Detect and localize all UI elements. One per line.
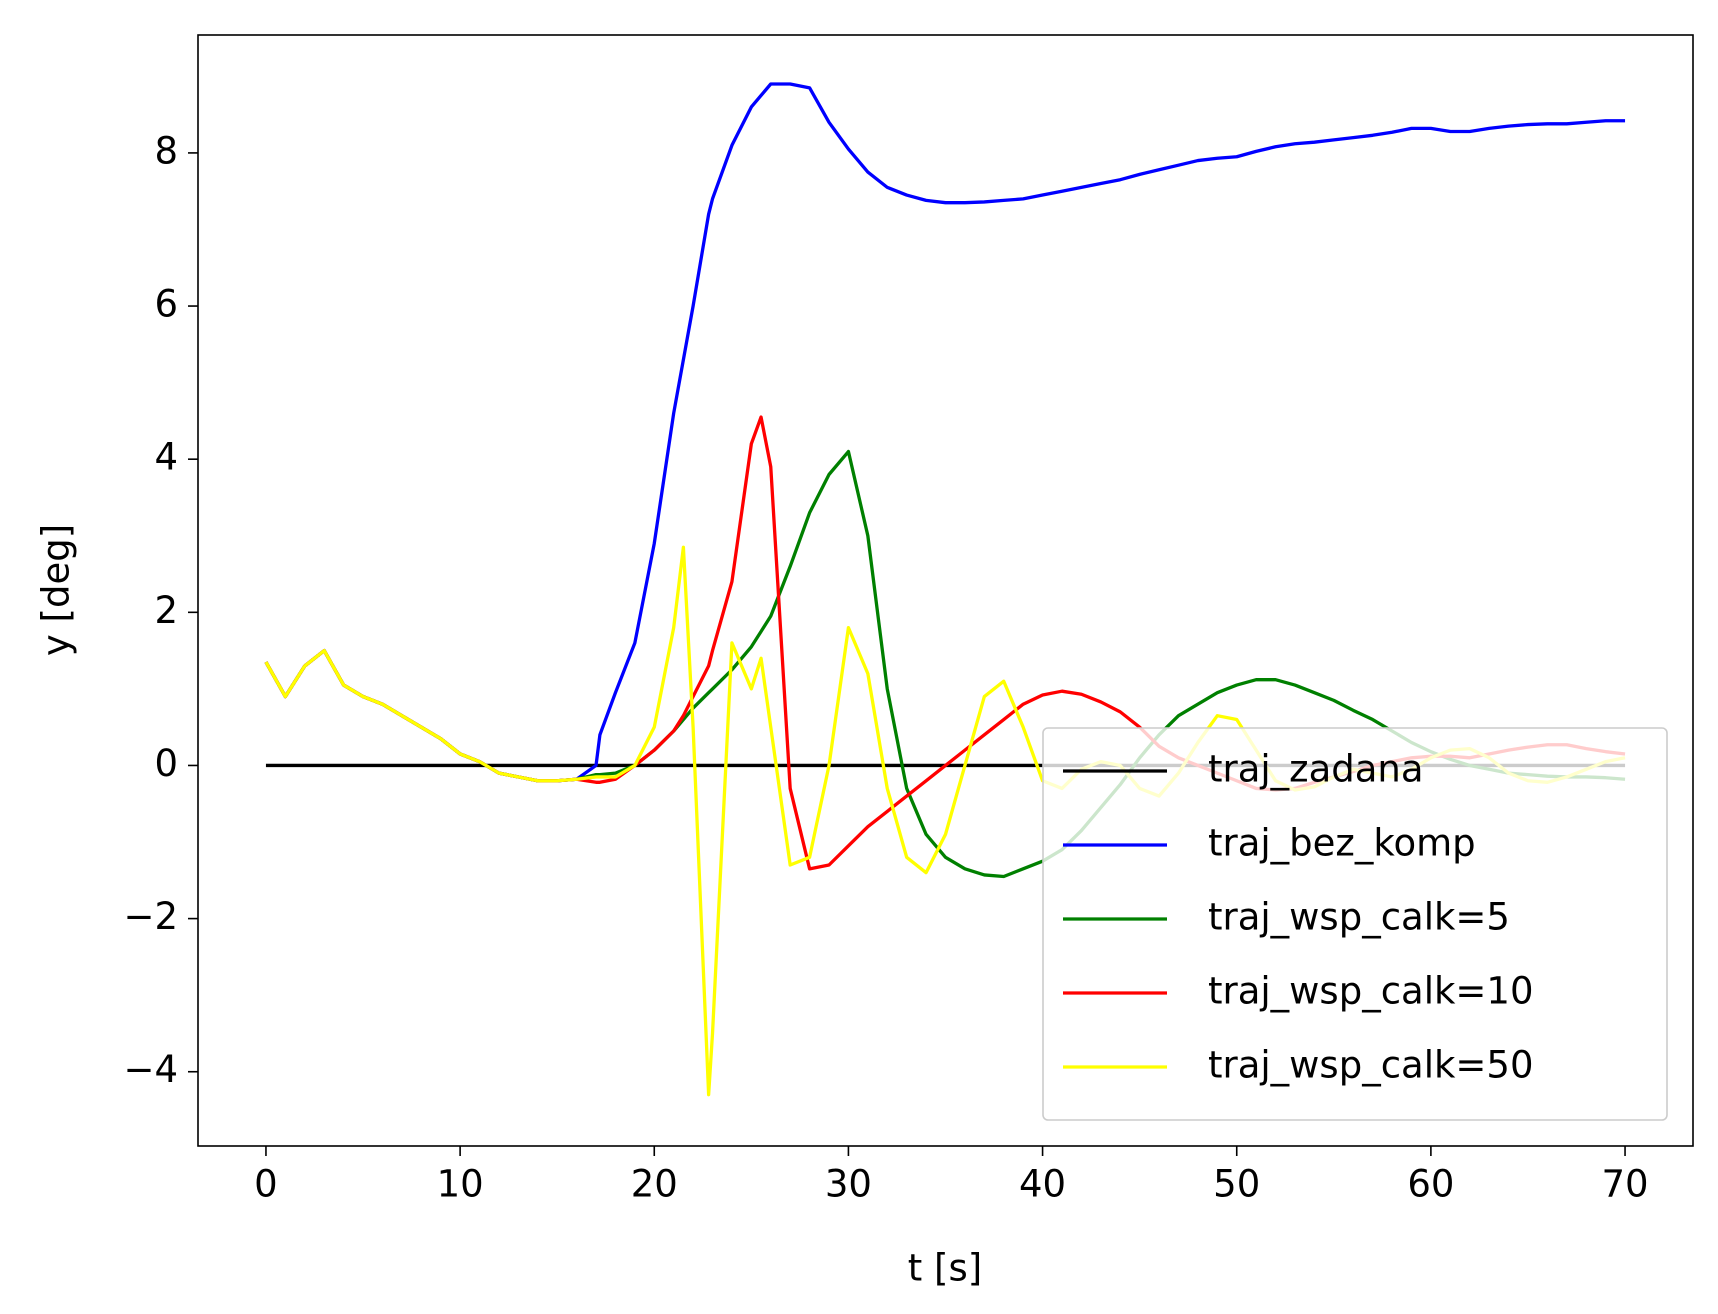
y-tick-label: 2 (154, 589, 178, 632)
y-tick-label: 6 (154, 283, 178, 326)
y-tick-label: 0 (154, 742, 178, 785)
x-axis-label: t [s] (908, 1247, 982, 1290)
y-axis-label: y [deg] (35, 524, 78, 656)
series-line (264, 82, 1626, 783)
plot-frame (197, 34, 1694, 1147)
x-tick-label: 0 (254, 1163, 278, 1206)
y-tick-label: 4 (154, 436, 178, 479)
legend-label: traj_zadana (1208, 748, 1424, 791)
y-tick-label: −2 (123, 895, 178, 938)
x-tick-label: 40 (1019, 1163, 1066, 1206)
legend-label: traj_wsp_calk=10 (1208, 970, 1534, 1013)
legend-label: traj_bez_komp (1208, 822, 1476, 865)
x-tick-label: 50 (1213, 1163, 1260, 1206)
x-tick-label: 30 (825, 1163, 872, 1206)
legend-box (1042, 727, 1668, 1121)
legend-label: traj_wsp_calk=50 (1208, 1044, 1534, 1087)
y-tick-label: 8 (154, 129, 178, 172)
x-tick-label: 70 (1601, 1163, 1648, 1206)
x-tick-label: 20 (631, 1163, 678, 1206)
y-tick-label: −4 (123, 1048, 178, 1091)
x-tick-label: 10 (437, 1163, 484, 1206)
legend-label: traj_wsp_calk=5 (1208, 896, 1510, 939)
x-tick-label: 60 (1407, 1163, 1454, 1206)
